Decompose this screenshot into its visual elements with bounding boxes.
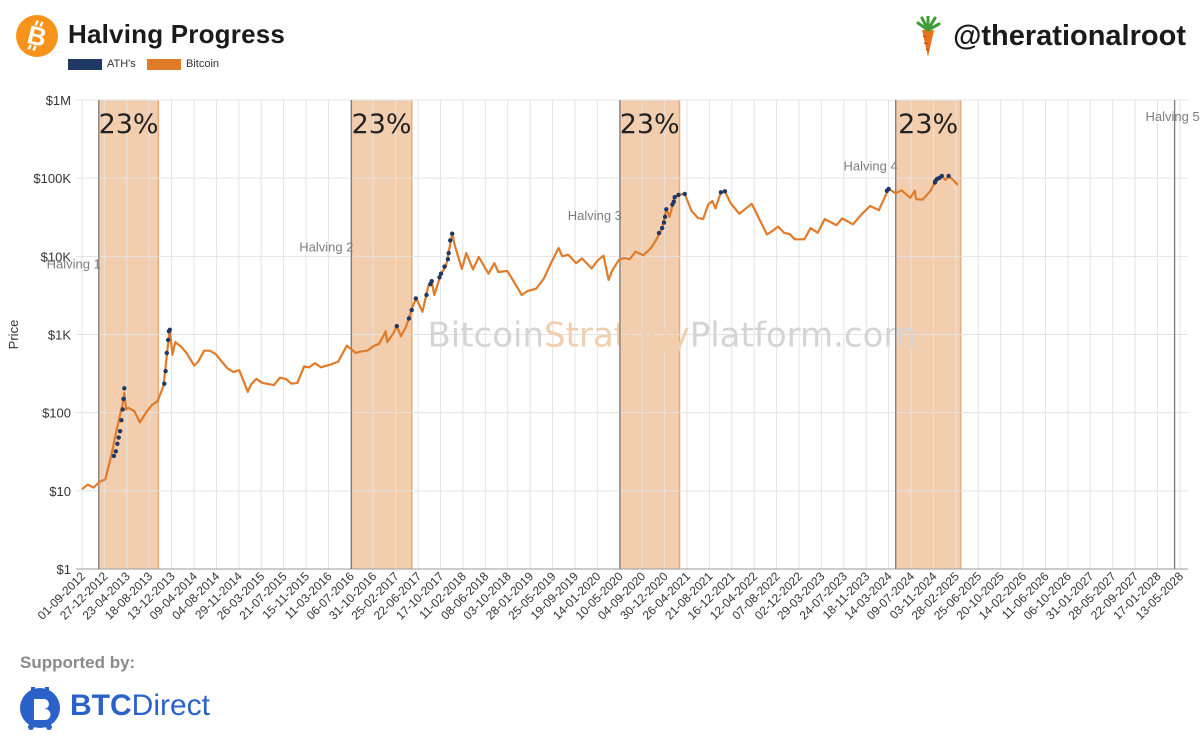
ath-point (946, 173, 951, 179)
ath-point (671, 199, 676, 204)
legend-swatch-ath (68, 58, 102, 70)
btc-direct-brand[interactable]: BTCDirect (70, 689, 210, 723)
ath-point (450, 231, 455, 236)
price-chart: BitcoinStrategyPlatform.com $1 $10 $100 $1K… (6, 93, 1200, 623)
chart-annotations: 23% 23% 23% 23% Halving 1 Halving 2 Halving 3 H… (47, 109, 1200, 272)
bitcoin-logo-icon: B (16, 15, 58, 57)
ath-point (122, 386, 127, 391)
author-handle: @therationalroot (916, 14, 1186, 58)
y-tick-label: $1K (48, 328, 71, 343)
ath-point (682, 191, 687, 197)
watermark-part-2: Strategy (544, 316, 690, 356)
btc-direct-logo-icon[interactable] (18, 681, 62, 731)
ath-point (445, 257, 451, 262)
halving-lines (98, 100, 1176, 569)
ath-point (116, 435, 121, 440)
supported-by-label: Supported by: (20, 653, 136, 672)
halving-label-2: Halving 2 (299, 240, 353, 255)
ath-point (164, 350, 169, 356)
ath-point (167, 327, 172, 332)
legend-item-bitcoin[interactable]: Bitcoin (147, 58, 219, 70)
brand-light: Direct (131, 689, 210, 722)
halving-label-1: Halving 1 (47, 256, 101, 271)
chart-series (81, 173, 959, 491)
ath-point (438, 271, 444, 276)
ath-point (165, 337, 171, 343)
ath-point (424, 292, 429, 298)
halving-label-4: Halving 4 (844, 159, 898, 174)
y-tick-label: $1 (57, 562, 71, 577)
ath-point (394, 323, 399, 329)
author-handle-text: @therationalroot (953, 20, 1186, 52)
ath-point (939, 173, 945, 179)
y-tick-label: $100 (42, 406, 71, 421)
header: B Halving Progress ATH's Bitcoin @therat… (0, 0, 1200, 90)
ath-point (163, 368, 168, 374)
ath-point (722, 189, 728, 194)
ath-point (664, 207, 669, 212)
ath-point (113, 449, 119, 454)
y-tick-label: $100K (33, 171, 71, 186)
ath-point (117, 429, 123, 434)
legend-swatch-bitcoin (147, 58, 181, 70)
ath-point (120, 407, 125, 412)
legend-label-bitcoin: Bitcoin (186, 58, 220, 70)
ath-point (886, 186, 891, 192)
ath-point (659, 225, 665, 231)
ath-point (676, 192, 681, 198)
ath-point (429, 279, 434, 284)
ath-point (656, 230, 662, 236)
y-axis: $1 $10 $100 $1K $10K $100K $1M Price (6, 93, 71, 577)
ath-point (115, 441, 120, 446)
ath-point (409, 307, 414, 313)
halving-label-5: Halving 5 (1145, 109, 1199, 124)
ath-point (111, 453, 117, 459)
y-axis-label: Price (6, 320, 21, 350)
chart-grid (76, 99, 1188, 570)
y-tick-label: $1M (46, 93, 71, 108)
legend-label-ath: ATH's (107, 58, 136, 70)
ath-point (442, 264, 447, 269)
ath-point (718, 190, 724, 195)
ath-point (446, 250, 451, 256)
ath-point (662, 214, 668, 219)
progress-label-4: 23% (898, 109, 958, 140)
ath-point (672, 195, 677, 200)
ath-point (437, 275, 442, 280)
brand-bold: BTC (70, 689, 132, 722)
ath-point (448, 238, 453, 243)
ath-point (121, 396, 126, 402)
ath-point (661, 220, 667, 225)
x-axis: 01-09-201227-12-201223-04-201318-08-2013… (35, 569, 1187, 623)
series-line-bitcoin (81, 174, 959, 491)
ath-point (413, 296, 418, 301)
progress-label-2: 23% (352, 109, 412, 140)
progress-label-1: 23% (99, 109, 159, 140)
watermark: BitcoinStrategyPlatform.com (427, 316, 916, 356)
watermark-part-3: Platform.com (690, 316, 917, 356)
carrot-icon (916, 16, 941, 57)
progress-label-3: 23% (620, 109, 680, 140)
watermark-part-1: Bitcoin (427, 316, 544, 356)
footer: Supported by: BTCDirect (0, 645, 400, 749)
legend-item-ath[interactable]: ATH's (68, 58, 136, 70)
ath-point (119, 418, 124, 423)
halving-label-3: Halving 3 (568, 208, 622, 223)
page-title: Halving Progress (68, 19, 286, 49)
ath-point (406, 316, 412, 321)
y-tick-label: $10K (41, 249, 72, 264)
y-tick-label: $10 (49, 484, 71, 499)
ath-point (162, 381, 167, 386)
